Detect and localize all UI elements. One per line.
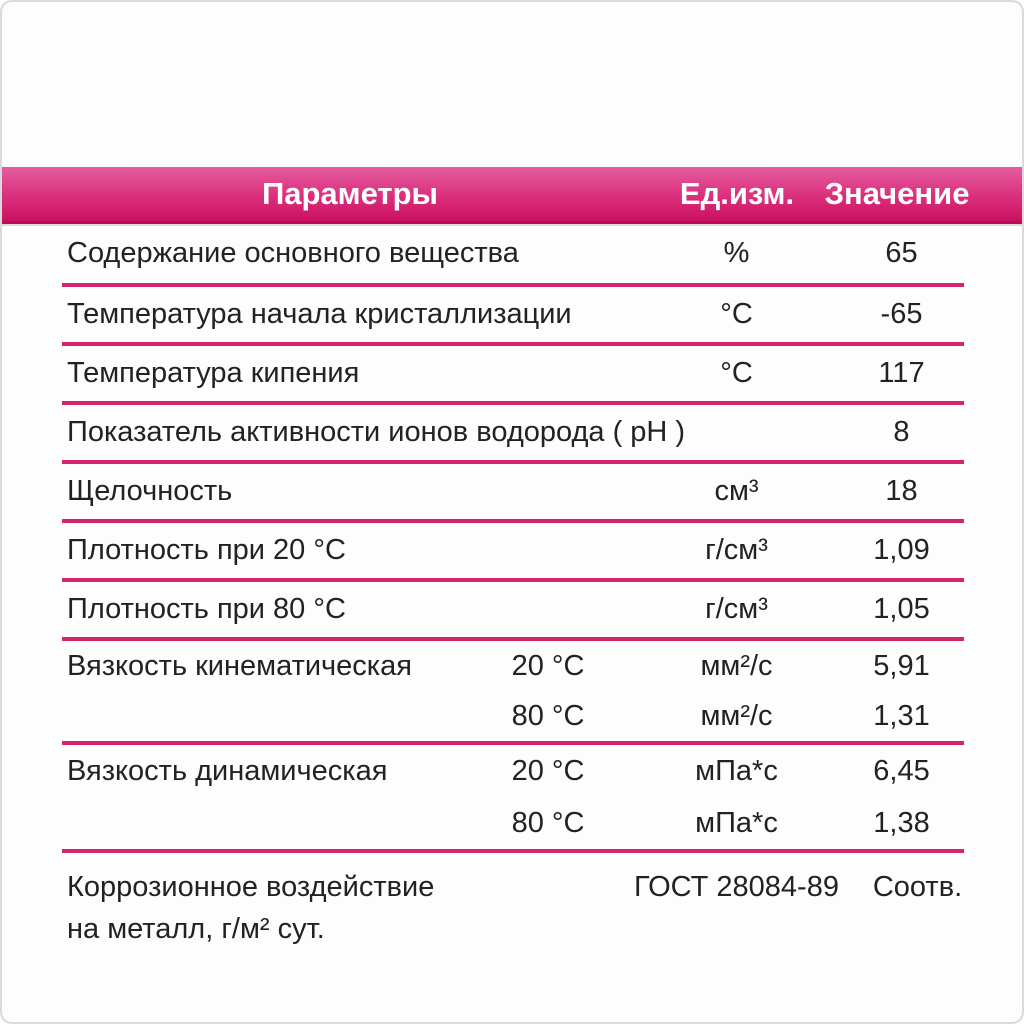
header-value-label: Значение — [824, 176, 970, 211]
unit-cell: г/см³ — [705, 534, 768, 566]
unit-cell: г/см³ — [705, 593, 768, 625]
table-row: Температура кипения °С 117 — [62, 346, 964, 405]
table-subrow: 20 °С мПа*с 6,45 — [462, 745, 964, 797]
unit-cell: °С — [720, 298, 753, 330]
temp-cell: 20 °С — [511, 649, 585, 682]
table-row: Содержание основного вещества % 65 — [62, 224, 964, 287]
table-header-band: Параметры Ед.изм. Значение — [2, 167, 1022, 224]
temp-cell: 80 °С — [511, 806, 585, 839]
table-row-group-kinematic-viscosity: Вязкость кинематическая 20 °С мм²/с 5,91… — [62, 641, 964, 745]
table-row-group-dynamic-viscosity: Вязкость динамическая 20 °С мПа*с 6,45 8… — [62, 745, 964, 853]
param-cell: Содержание основного вещества — [67, 237, 519, 269]
value-cell: 18 — [885, 475, 918, 507]
param-cell: Щелочность — [67, 475, 233, 507]
value-cell: 6,45 — [873, 754, 930, 787]
table-row: Щелочность см³ 18 — [62, 464, 964, 523]
subrows: 20 °С мм²/с 5,91 80 °С мм²/с 1,31 — [462, 641, 964, 741]
unit-cell: мПа*с — [695, 806, 778, 839]
table-subrow: 80 °С мПа*с 1,38 — [462, 797, 964, 849]
value-cell: -65 — [880, 298, 923, 330]
table-row: Показатель активности ионов водорода ( p… — [62, 405, 964, 464]
param-cell: Вязкость динамическая — [67, 754, 388, 787]
value-cell: 1,05 — [873, 593, 930, 625]
param-line-2: на металл, г/м² сут. — [67, 913, 325, 945]
param-cell: Плотность при 80 °С — [67, 593, 346, 625]
param-cell: Температура начала кристаллизации — [67, 298, 572, 330]
value-cell: 117 — [878, 357, 925, 389]
value-cell: 1,31 — [873, 699, 930, 732]
temp-cell: 80 °С — [511, 699, 585, 732]
table-row: Плотность при 20 °С г/см³ 1,09 — [62, 523, 964, 582]
param-cell: Плотность при 20 °С — [67, 534, 346, 566]
table-row: Температура начала кристаллизации °С -65 — [62, 287, 964, 346]
header-parameters-label: Параметры — [261, 176, 439, 211]
param-cell: Показатель активности ионов водорода ( p… — [67, 416, 686, 448]
table-row-corrosion: Коррозионное воздействие на металл, г/м²… — [62, 853, 964, 950]
value-cell: Соотв. — [872, 871, 963, 903]
unit-cell: мПа*с — [695, 754, 778, 787]
temp-cell: 20 °С — [511, 754, 585, 787]
param-cell: Коррозионное воздействие на металл, г/м²… — [62, 866, 462, 950]
unit-cell: мм²/с — [700, 649, 773, 682]
value-cell: 1,38 — [873, 806, 930, 839]
header-unit-label: Ед.изм. — [679, 176, 795, 211]
unit-cell: см³ — [714, 475, 759, 507]
table-body: Содержание основного вещества % 65 Темпе… — [62, 224, 964, 950]
unit-cell: ГОСТ 28084-89 — [634, 871, 839, 903]
param-cell: Вязкость кинематическая — [67, 649, 412, 682]
value-cell: 1,09 — [873, 534, 930, 566]
table-subrow: 20 °С мм²/с 5,91 — [462, 641, 964, 691]
param-line-1: Коррозионное воздействие — [67, 871, 435, 903]
unit-cell: % — [723, 237, 750, 269]
unit-cell: °С — [720, 357, 753, 389]
table-row: Плотность при 80 °С г/см³ 1,05 — [62, 582, 964, 641]
value-cell: 5,91 — [873, 649, 930, 682]
value-cell: 65 — [885, 237, 918, 269]
param-cell: Температура кипения — [67, 357, 360, 389]
unit-cell: мм²/с — [700, 699, 773, 732]
table-subrow: 80 °С мм²/с 1,31 — [462, 691, 964, 741]
value-cell: 8 — [893, 416, 910, 448]
subrows: 20 °С мПа*с 6,45 80 °С мПа*с 1,38 — [462, 745, 964, 849]
